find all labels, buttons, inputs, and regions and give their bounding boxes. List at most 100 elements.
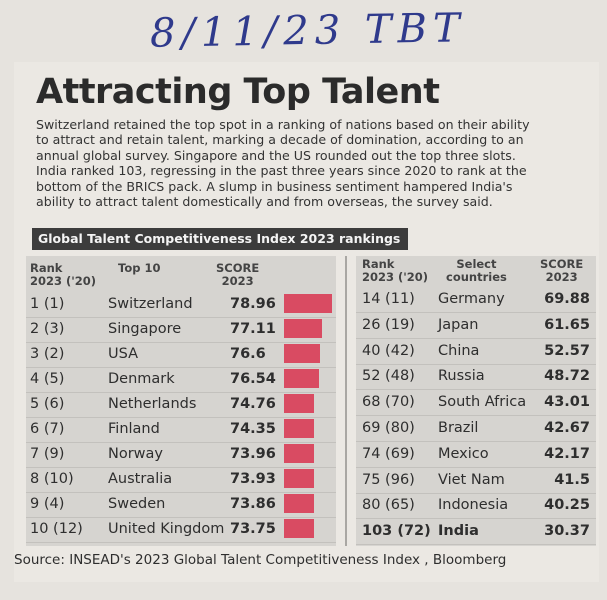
rank-cell: 69 (80) bbox=[362, 420, 415, 436]
rank-cell: 68 (70) bbox=[362, 394, 415, 411]
table-row: 75 (96) Viet Nam 41.5 bbox=[356, 468, 596, 494]
table-row: 69 (80) Brazil 42.67 bbox=[356, 416, 596, 442]
rank-cell: 75 (96) bbox=[362, 471, 415, 488]
country-cell: India bbox=[438, 523, 479, 540]
rank-cell: 14 (11) bbox=[362, 291, 415, 307]
article-title: Attracting Top Talent bbox=[36, 72, 440, 112]
intro-line: annual global survey. Singapore and the … bbox=[36, 147, 516, 163]
country-cell: Viet Nam bbox=[438, 471, 505, 488]
rank-cell: 6 (7) bbox=[30, 421, 65, 437]
score-cell: 69.88 bbox=[544, 291, 590, 307]
table-row: 4 (5) Denmark 76.54 bbox=[26, 367, 336, 393]
rank-cell: 74 (69) bbox=[362, 445, 415, 462]
panel-divider bbox=[345, 256, 347, 546]
intro-line: India ranked 103, regressing in the past… bbox=[36, 163, 527, 179]
select-countries-panel bbox=[356, 256, 596, 546]
country-cell: Switzerland bbox=[108, 296, 193, 312]
article-intro: Switzerland retained the top spot in a r… bbox=[36, 117, 596, 209]
source-note: Source: INSEAD's 2023 Global Talent Comp… bbox=[14, 552, 507, 568]
table-row: 52 (48) Russia 48.72 bbox=[356, 364, 596, 391]
score-cell: 61.65 bbox=[544, 316, 590, 333]
right-score-header: SCORE 2023 bbox=[540, 257, 584, 284]
left-name-header: Top 10 bbox=[118, 261, 161, 275]
table-row: 8 (10) Australia 73.93 bbox=[26, 467, 336, 493]
score-cell: 73.86 bbox=[230, 496, 276, 512]
score-cell: 42.67 bbox=[544, 420, 590, 436]
rank-cell: 80 (65) bbox=[362, 497, 415, 514]
score-cell: 73.93 bbox=[230, 471, 276, 487]
table-row: 10 (12) United Kingdom 73.75 bbox=[26, 517, 336, 543]
table-row: 3 (2) USA 76.6 bbox=[26, 342, 336, 368]
country-cell: Japan bbox=[438, 316, 479, 333]
score-cell: 73.75 bbox=[230, 521, 276, 537]
rank-cell: 26 (19) bbox=[362, 316, 415, 333]
score-cell: 73.96 bbox=[230, 446, 276, 462]
table-row: 26 (19) Japan 61.65 bbox=[356, 313, 596, 339]
table-row: 68 (70) South Africa 43.01 bbox=[356, 390, 596, 417]
rank-cell: 40 (42) bbox=[362, 342, 415, 359]
score-cell: 76.6 bbox=[230, 346, 266, 362]
country-cell: Mexico bbox=[438, 445, 489, 462]
right-name-header: Select countries bbox=[446, 257, 507, 284]
score-cell: 52.57 bbox=[544, 342, 590, 359]
country-cell: Russia bbox=[438, 368, 485, 385]
rank-cell: 4 (5) bbox=[30, 371, 65, 387]
table-row: 80 (65) Indonesia 40.25 bbox=[356, 493, 596, 520]
rank-cell: 8 (10) bbox=[30, 471, 74, 487]
table-title-bar: Global Talent Competitiveness Index 2023… bbox=[32, 228, 408, 250]
intro-line: Switzerland retained the top spot in a r… bbox=[36, 117, 530, 132]
score-cell: 74.76 bbox=[230, 396, 276, 412]
score-cell: 78.96 bbox=[230, 296, 276, 312]
country-cell: South Africa bbox=[438, 394, 527, 411]
score-bar bbox=[284, 319, 323, 338]
table-row: 14 (11) Germany 69.88 bbox=[356, 287, 596, 313]
country-cell: Finland bbox=[108, 421, 160, 437]
score-cell: 41.5 bbox=[554, 471, 590, 488]
score-bar bbox=[284, 294, 333, 313]
table-row: 9 (4) Sweden 73.86 bbox=[26, 492, 336, 518]
right-rank-header: Rank 2023 ('20) bbox=[362, 257, 429, 284]
rank-cell: 103 (72) bbox=[362, 523, 431, 540]
rank-cell: 7 (9) bbox=[30, 446, 65, 462]
country-cell: Norway bbox=[108, 446, 164, 462]
country-cell: Sweden bbox=[108, 496, 166, 512]
country-cell: China bbox=[438, 342, 480, 359]
rank-cell: 9 (4) bbox=[30, 496, 65, 512]
country-cell: Australia bbox=[108, 471, 173, 487]
country-cell: USA bbox=[108, 346, 139, 362]
intro-line: to attract and retain talent, marking a … bbox=[36, 132, 524, 148]
score-bar bbox=[284, 494, 314, 513]
left-rank-header: Rank 2023 ('20) bbox=[30, 261, 97, 288]
score-bar bbox=[284, 344, 320, 363]
table-row: 6 (7) Finland 74.35 bbox=[26, 417, 336, 443]
score-bar bbox=[284, 519, 314, 538]
left-score-header: SCORE 2023 bbox=[216, 261, 260, 288]
score-cell: 74.35 bbox=[230, 421, 276, 437]
country-cell: Brazil bbox=[438, 420, 479, 436]
score-bar bbox=[284, 394, 314, 413]
score-cell: 40.25 bbox=[544, 497, 590, 514]
rank-cell: 2 (3) bbox=[30, 321, 65, 337]
score-cell: 43.01 bbox=[544, 394, 590, 411]
intro-line: ability to attract talent domestically a… bbox=[36, 193, 493, 209]
country-cell: United Kingdom bbox=[108, 521, 225, 537]
score-cell: 77.11 bbox=[230, 321, 276, 337]
table-row: 5 (6) Netherlands 74.76 bbox=[26, 392, 336, 418]
handwritten-note: 8/11/23 TBT bbox=[149, 5, 467, 57]
country-cell: Germany bbox=[438, 291, 505, 307]
table-row: 1 (1) Switzerland 78.96 bbox=[26, 292, 336, 318]
score-bar bbox=[284, 369, 320, 388]
table-row: 7 (9) Norway 73.96 bbox=[26, 442, 336, 468]
score-cell: 42.17 bbox=[544, 445, 590, 462]
score-cell: 30.37 bbox=[544, 523, 590, 540]
table-row: 103 (72) India 30.37 bbox=[356, 519, 596, 546]
rank-cell: 1 (1) bbox=[30, 296, 65, 312]
rank-cell: 5 (6) bbox=[30, 396, 65, 412]
score-bar bbox=[284, 419, 314, 438]
score-cell: 48.72 bbox=[544, 368, 590, 385]
country-cell: Indonesia bbox=[438, 497, 509, 514]
rank-cell: 3 (2) bbox=[30, 346, 65, 362]
score-bar bbox=[284, 469, 314, 488]
table-row: 40 (42) China 52.57 bbox=[356, 339, 596, 365]
country-cell: Denmark bbox=[108, 371, 175, 387]
